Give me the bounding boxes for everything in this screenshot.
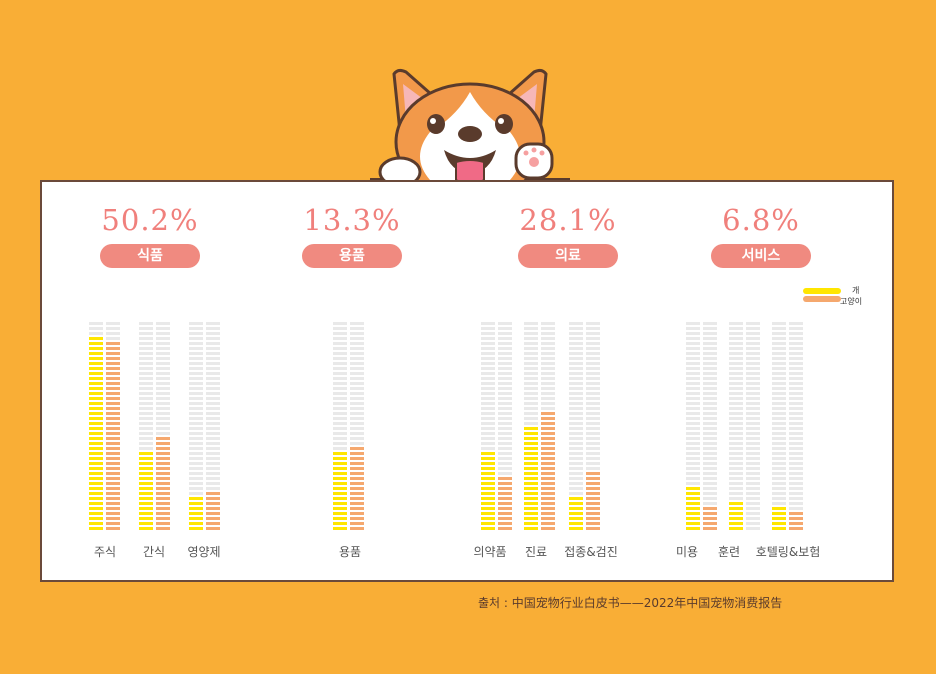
- bar-dog: [89, 322, 103, 530]
- bar-cat: [541, 322, 555, 530]
- category-label: 용품: [338, 545, 362, 559]
- category-label: 영양제: [187, 545, 221, 559]
- legend-swatch-dog: [803, 288, 841, 294]
- section-label-services: 서비스: [711, 244, 811, 268]
- category-label: 접종&검진: [564, 545, 618, 559]
- bar-cat: [106, 322, 120, 530]
- section-percent-food: 50.2%: [101, 203, 199, 237]
- corgi-mascot-icon: [370, 68, 570, 190]
- bar-dog: [686, 322, 700, 530]
- section-label-medical: 의료: [518, 244, 618, 268]
- bar-cat: [498, 322, 512, 530]
- section-percent-supplies: 13.3%: [303, 203, 401, 237]
- bar-dog: [524, 322, 538, 530]
- category-label: 진료: [524, 545, 548, 559]
- source-caption: 출처 : 中国宠物行业白皮书——2022年中国宠物消费报告: [478, 596, 783, 610]
- category-label: 의약품: [473, 545, 507, 559]
- bar-dog: [729, 322, 743, 530]
- legend-swatch-cat: [803, 296, 841, 302]
- bar-dog: [333, 322, 347, 530]
- category-label: 간식: [142, 545, 166, 559]
- bar-dog: [189, 322, 203, 530]
- category-label: 주식: [93, 545, 117, 559]
- category-label: 미용: [675, 545, 699, 559]
- bar-cat: [350, 322, 364, 530]
- bar-dog: [772, 322, 786, 530]
- bar-dog: [481, 322, 495, 530]
- section-percent-medical: 28.1%: [519, 203, 617, 237]
- legend-label-dog: 개: [852, 286, 860, 295]
- bar-cat: [789, 322, 803, 530]
- category-label: 호텔링&보험: [755, 545, 821, 559]
- bar-cat: [206, 322, 220, 530]
- section-label-food: 식품: [100, 244, 200, 268]
- chart-legend: 개 고양이: [803, 286, 883, 316]
- bar-cat: [586, 322, 600, 530]
- bar-cat: [746, 322, 760, 530]
- bar-dog: [139, 322, 153, 530]
- category-label: 훈련: [717, 545, 741, 559]
- section-percent-services: 6.8%: [722, 203, 800, 237]
- bar-cat: [156, 322, 170, 530]
- legend-label-cat: 고양이: [840, 297, 863, 306]
- bar-cat: [703, 322, 717, 530]
- bar-dog: [569, 322, 583, 530]
- section-label-supplies: 용품: [302, 244, 402, 268]
